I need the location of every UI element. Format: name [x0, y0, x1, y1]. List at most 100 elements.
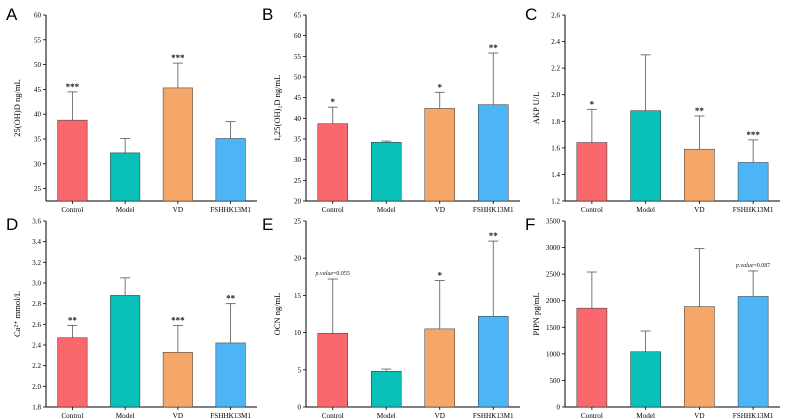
y-tick-label: 65 — [294, 12, 302, 20]
panel-letter: E — [262, 215, 273, 234]
bar-vd — [424, 328, 455, 408]
y-tick-label: 0 — [298, 404, 302, 412]
significance-marker: *** — [746, 130, 760, 140]
p-value-annotation: p.value=0.055 — [315, 271, 350, 277]
y-tick-label: 2.2 — [32, 362, 41, 370]
x-tick-label: Control — [61, 206, 83, 214]
y-tick-label: 25 — [34, 185, 42, 193]
x-tick-label: FSHHK13M1 — [473, 412, 514, 419]
y-axis-label: AKP U/L — [531, 92, 541, 125]
bar-control — [57, 119, 88, 202]
y-axis-label: 25(OH)D ng/mL — [12, 79, 22, 136]
bar-vd — [424, 108, 455, 202]
y-tick-label: 3500 — [546, 218, 561, 226]
bar-model — [110, 295, 141, 408]
panel-a: A 25 30 35 40 45 50 55 60 25(OH)D ng/mL Control ***… — [6, 5, 257, 214]
panel-letter: C — [525, 5, 537, 24]
y-tick-label: 2.0 — [551, 91, 560, 99]
significance-marker: *** — [171, 315, 185, 325]
panel-e: E 0 5 10 15 20 25 OCN ng/mL Control p.value=0.055… — [262, 215, 520, 419]
bar-control — [317, 123, 348, 202]
y-tick-label: 3000 — [546, 244, 561, 252]
significance-marker: * — [331, 97, 336, 107]
panel-c: C 1.2 1.4 1.6 1.8 2.0 2.2 2.4 2.6 AKP U/L Control *… — [525, 5, 780, 214]
x-tick-label: Model — [116, 412, 135, 419]
y-tick-label: 35 — [34, 136, 42, 144]
x-tick-label: Control — [61, 412, 83, 419]
y-tick-label: 3.6 — [32, 218, 41, 226]
y-tick-label: 25 — [294, 218, 302, 226]
bar-fshhk13m1 — [478, 104, 509, 202]
y-tick-label: 50 — [34, 61, 42, 69]
panel-d: D 1.8 2.0 2.2 2.4 2.6 2.8 3.0 3.2 3.4 3.6 Ca²⁺ mmol… — [6, 215, 257, 419]
x-tick-label: Control — [581, 412, 603, 419]
x-tick-label: VD — [173, 412, 183, 419]
bar-model — [371, 142, 402, 202]
y-tick-label: 30 — [294, 156, 302, 164]
y-tick-label: 2.2 — [551, 65, 560, 73]
significance-marker: * — [590, 99, 595, 109]
y-tick-label: 2000 — [546, 297, 561, 305]
y-tick-label: 55 — [34, 36, 42, 44]
x-tick-label: Model — [636, 412, 655, 419]
x-tick-label: FSHHK13M1 — [210, 412, 251, 419]
panel-f: F 0 500 1000 1500 2000 2500 3000 3500 PIPN pg/mL C… — [525, 215, 780, 419]
significance-marker: *** — [66, 82, 80, 92]
y-tick-label: 45 — [34, 86, 42, 94]
significance-marker: ** — [226, 294, 236, 304]
y-tick-label: 20 — [294, 255, 302, 263]
x-tick-label: FSHHK13M1 — [733, 206, 774, 214]
y-tick-label: 50 — [294, 74, 302, 82]
y-tick-label: 10 — [294, 329, 302, 337]
y-tick-label: 60 — [294, 32, 302, 40]
y-tick-label: 1.8 — [551, 118, 560, 126]
y-tick-label: 3.0 — [32, 280, 41, 288]
y-tick-label: 500 — [550, 377, 561, 385]
y-tick-label: 30 — [34, 160, 42, 168]
y-tick-label: 0 — [557, 404, 561, 412]
y-axis-label: PIPN pg/mL — [531, 292, 541, 335]
y-tick-label: 45 — [294, 94, 302, 102]
bar-fshhk13m1 — [737, 296, 769, 408]
y-tick-label: 55 — [294, 53, 302, 61]
y-tick-label: 1000 — [546, 350, 561, 358]
bar-vd — [684, 148, 715, 202]
y-tick-label: 1.2 — [551, 198, 560, 206]
x-tick-label: Model — [116, 206, 135, 214]
bar-fshhk13m1 — [215, 138, 246, 202]
bar-control — [317, 333, 348, 408]
bar-vd — [162, 351, 193, 408]
y-tick-label: 25 — [294, 177, 302, 185]
bar-model — [630, 351, 661, 408]
y-tick-label: 2.4 — [551, 38, 560, 46]
bar-vd — [684, 306, 715, 408]
significance-marker: *** — [171, 53, 185, 63]
y-tick-label: 2.0 — [32, 383, 41, 391]
bar-fshhk13m1 — [478, 315, 509, 408]
y-axis-label: OCN ng/mL — [272, 293, 282, 336]
y-tick-label: 15 — [294, 292, 302, 300]
y-tick-label: 2.6 — [551, 12, 560, 20]
y-tick-label: 1500 — [546, 324, 561, 332]
y-tick-label: 1.4 — [551, 171, 560, 179]
bar-vd — [162, 87, 193, 202]
y-tick-label: 35 — [294, 136, 302, 144]
y-tick-label: 40 — [294, 115, 302, 123]
x-tick-label: FSHHK13M1 — [733, 412, 774, 419]
x-tick-label: Model — [377, 412, 396, 419]
significance-marker: * — [438, 271, 443, 281]
y-tick-label: 1.6 — [551, 144, 560, 152]
y-axis-label: 1,25(OH)₂D ng/mL — [272, 75, 282, 142]
bar-control — [576, 142, 608, 202]
y-tick-label: 3.4 — [32, 238, 41, 246]
panel-letter: B — [262, 5, 273, 24]
y-axis-label: Ca²⁺ mmol/L — [12, 291, 22, 337]
y-tick-label: 40 — [34, 111, 42, 119]
panel-letter: A — [6, 5, 18, 24]
bar-fshhk13m1 — [737, 162, 769, 202]
x-tick-label: Control — [322, 206, 344, 214]
y-tick-label: 2.6 — [32, 321, 41, 329]
y-tick-label: 1.8 — [32, 404, 41, 412]
bar-control — [576, 307, 608, 408]
